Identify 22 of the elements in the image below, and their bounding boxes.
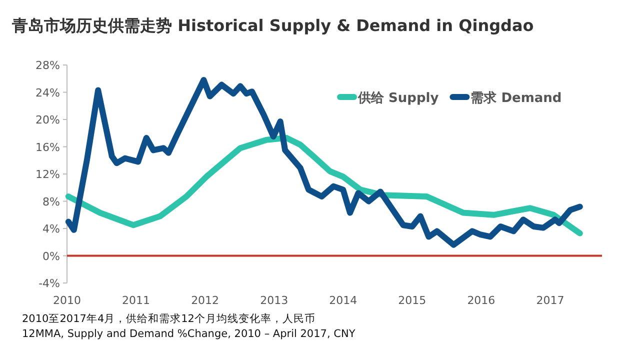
y-tick-label: 28% <box>36 59 60 72</box>
y-tick-label: 16% <box>36 140 60 154</box>
chart-title: 青岛市场历史供需走势 Historical Supply & Demand in Qingdao <box>11 16 534 35</box>
x-tick-label: 2012 <box>191 294 220 307</box>
y-tick-label: 4% <box>42 222 60 236</box>
y-tick-label: 24% <box>36 86 60 100</box>
legend-label: 需求 Demand <box>470 90 562 106</box>
x-tick-label: 2014 <box>329 294 358 307</box>
y-tick-label: 8% <box>42 195 60 208</box>
x-tick-label: 2011 <box>122 294 150 307</box>
y-tick-label: 0% <box>42 250 60 263</box>
y-tick-label: 20% <box>36 114 60 126</box>
y-tick-label: 12% <box>36 168 60 181</box>
x-tick-label: 2017 <box>536 294 564 307</box>
x-tick-label: 2013 <box>260 294 288 307</box>
y-tick-label: -4% <box>38 277 60 290</box>
text: 12MMA, Supply and Demand %Change, 2010 – April 2017, CNY <box>22 328 356 340</box>
x-tick-label: 2016 <box>467 294 496 307</box>
x-tick-label: 2015 <box>398 294 426 307</box>
legend-label: 供给 Supply <box>357 91 440 106</box>
text: 2010至2017年4月，供给和需求12个月均线变化率，人民币 <box>22 312 316 325</box>
x-tick-label: 2010 <box>53 294 81 307</box>
